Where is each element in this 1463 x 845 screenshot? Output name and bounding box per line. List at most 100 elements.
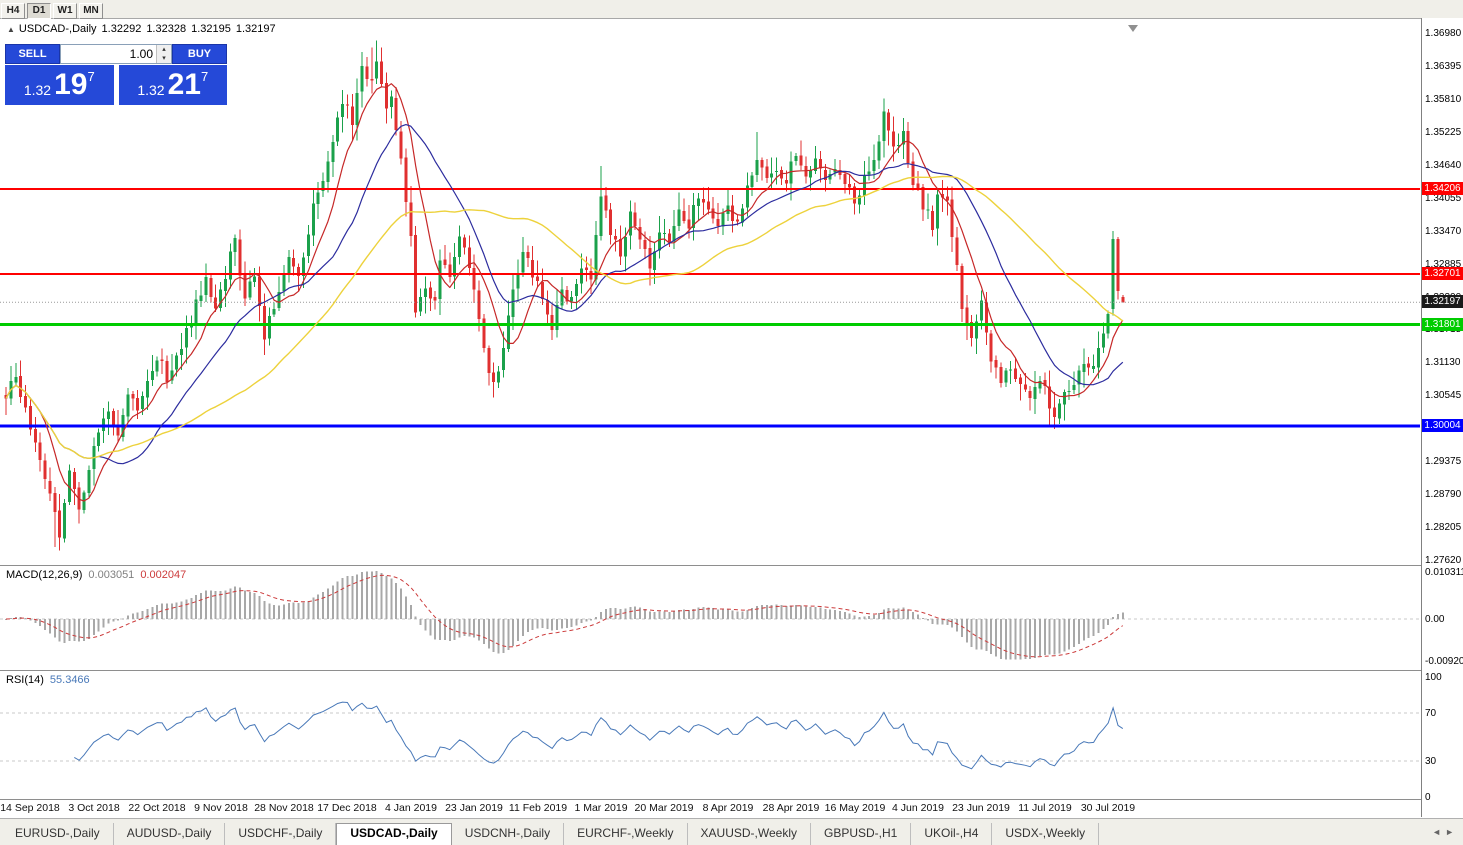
volume-input[interactable]	[61, 45, 156, 63]
moving-average-slow	[5, 175, 1124, 459]
date-label: 30 Jul 2019	[1080, 802, 1136, 814]
price-tick-label: 1.36395	[1425, 61, 1462, 72]
price-tick-label: 1.28205	[1425, 522, 1462, 533]
chart-tab-audusd[interactable]: AUDUSD-,Daily	[114, 823, 226, 845]
date-label: 11 Jul 2019	[1018, 802, 1072, 814]
date-label: 23 Jan 2019	[445, 802, 503, 814]
chart-tab-xauusd[interactable]: XAUUSD-,Weekly	[688, 823, 811, 845]
rsi-panel-canvas[interactable]	[0, 671, 1421, 799]
chart-shift-marker-icon[interactable]	[1128, 25, 1138, 32]
price-badge-current: 1.32197	[1422, 295, 1463, 308]
date-label: 14 Sep 2018	[0, 802, 60, 814]
price-tick-label: 1.33470	[1425, 226, 1462, 237]
price-tick-label: 1.30545	[1425, 390, 1462, 401]
macd-signal-line	[5, 574, 1124, 658]
ohlc-high: 1.32328	[146, 23, 187, 35]
price-tick-label: 1.32885	[1425, 259, 1462, 270]
panel-separator[interactable]	[0, 565, 1463, 566]
moving-average-mid	[5, 123, 1124, 465]
macd-indicator-header: MACD(12,26,9) 0.003051 0.002047	[6, 569, 186, 581]
macd-scale-label: -0.009203	[1425, 656, 1463, 667]
rsi-scale-label: 70	[1425, 708, 1437, 719]
macd-histogram	[5, 571, 1124, 660]
price-chart-canvas[interactable]	[0, 18, 1421, 565]
chart-tab-eurusd[interactable]: EURUSD-,Daily	[2, 823, 114, 845]
chart-tab-usdcad[interactable]: USDCAD-,Daily	[336, 823, 452, 845]
price-tick-label: 1.31130	[1425, 357, 1461, 368]
sell-price-big: 19	[54, 68, 88, 101]
rsi-indicator-header: RSI(14) 55.3466	[6, 674, 90, 686]
date-label: 8 Apr 2019	[702, 802, 754, 814]
price-tick-label: 1.34640	[1425, 160, 1462, 171]
date-label: 11 Feb 2019	[508, 802, 568, 814]
ohlc-open: 1.32292	[101, 23, 142, 35]
price-badge-hline: 1.31801	[1422, 318, 1463, 331]
panel-separator	[0, 799, 1463, 800]
buy-price-prefix: 1.32	[137, 82, 165, 98]
macd-signal-value: 0.002047	[140, 569, 187, 581]
sell-price-prefix: 1.32	[23, 82, 52, 98]
price-badge-hline: 1.34206	[1422, 182, 1463, 195]
chart-tab-eurchf[interactable]: EURCHF-,Weekly	[564, 823, 688, 845]
ohlc-close: 1.32197	[235, 23, 276, 35]
date-label: 1 Mar 2019	[574, 802, 628, 814]
macd-scale-label: 0.00	[1425, 614, 1445, 625]
sell-price-button[interactable]: 1.32 19 7	[5, 65, 114, 105]
chart-tab-strip: EURUSD-,Daily AUDUSD-,Daily USDCHF-,Daily U…	[0, 818, 1463, 845]
price-tick-label: 1.34055	[1425, 193, 1462, 204]
chart-title: USDCAD-,Daily	[18, 23, 97, 35]
price-tick-label: 1.35810	[1425, 94, 1462, 105]
date-label: 4 Jan 2019	[385, 802, 437, 814]
rsi-scale-label: 100	[1425, 672, 1442, 683]
date-label: 28 Nov 2018	[254, 802, 314, 814]
chart-tab-usdcnh[interactable]: USDCNH-,Daily	[452, 823, 565, 845]
tab-scroll-left-icon[interactable]: ◄	[1432, 827, 1446, 837]
chart-tabbar: EURUSD-,Daily AUDUSD-,Daily USDCHF-,Daily U…	[2, 823, 1100, 845]
rsi-line	[74, 701, 1124, 770]
collapse-one-click-icon[interactable]: ▲	[7, 25, 15, 34]
candlesticks	[4, 40, 1125, 551]
date-label: 20 Mar 2019	[634, 802, 694, 814]
date-label: 28 Apr 2019	[762, 802, 820, 814]
date-label: 22 Oct 2018	[128, 802, 186, 814]
chart-tab-ukoil[interactable]: UKOil-,H4	[911, 823, 993, 845]
rsi-scale-label: 0	[1425, 792, 1431, 803]
rsi-title: RSI(14)	[6, 674, 44, 686]
volume-decrease-button[interactable]: ▾	[157, 54, 171, 63]
volume-box: ▴ ▾	[60, 44, 172, 64]
sell-price-sup: 7	[87, 69, 95, 84]
panel-separator[interactable]	[0, 670, 1463, 671]
timeframe-button-h4[interactable]: H4	[1, 2, 25, 19]
date-label: 4 Jun 2019	[892, 802, 944, 814]
chart-tab-usdchf[interactable]: USDCHF-,Daily	[225, 823, 337, 845]
date-label: 23 Jun 2019	[952, 802, 1010, 814]
volume-increase-button[interactable]: ▴	[157, 45, 171, 54]
sell-button[interactable]: SELL	[5, 44, 60, 64]
rsi-value: 55.3466	[49, 674, 90, 686]
volume-spinner: ▴ ▾	[156, 45, 171, 63]
ohlc-low: 1.32195	[191, 23, 231, 35]
buy-price-button[interactable]: 1.32 21 7	[118, 65, 227, 105]
timeframe-button-d1[interactable]: D1	[27, 2, 51, 19]
timeframe-button-group: H4 D1 W1 MN	[0, 0, 104, 19]
timeframe-button-mn[interactable]: MN	[79, 2, 103, 19]
date-label: 17 Dec 2018	[317, 802, 377, 814]
price-axis[interactable]: 1.36980 1.36395 1.35810 1.35225 1.34640 1.340…	[1421, 18, 1463, 817]
timeframe-button-w1[interactable]: W1	[53, 2, 77, 19]
macd-scale-label: 0.010311	[1425, 567, 1463, 578]
chart-tab-usdx[interactable]: USDX-,Weekly	[992, 823, 1100, 845]
time-axis[interactable]: 14 Sep 2018 3 Oct 2018 22 Oct 2018 9 Nov 20…	[0, 800, 1421, 817]
price-badge-hline: 1.32701	[1422, 267, 1463, 280]
date-label: 3 Oct 2018	[68, 802, 120, 814]
price-tick-label: 1.36980	[1425, 28, 1462, 39]
price-tick-label: 1.29375	[1425, 456, 1462, 467]
tab-scroll-right-icon[interactable]: ►	[1445, 827, 1458, 837]
chart-tab-gbpusd[interactable]: GBPUSD-,H1	[811, 823, 912, 845]
price-tick-label: 1.28790	[1425, 489, 1462, 500]
date-label: 9 Nov 2018	[194, 802, 248, 814]
macd-panel-canvas[interactable]	[0, 566, 1421, 670]
buy-button[interactable]: BUY	[172, 44, 227, 64]
chart-ohlc-header: ▲ USDCAD-,Daily 1.32292 1.32328 1.32195 1.321…	[7, 23, 276, 35]
price-badge-hline: 1.30004	[1422, 419, 1463, 432]
